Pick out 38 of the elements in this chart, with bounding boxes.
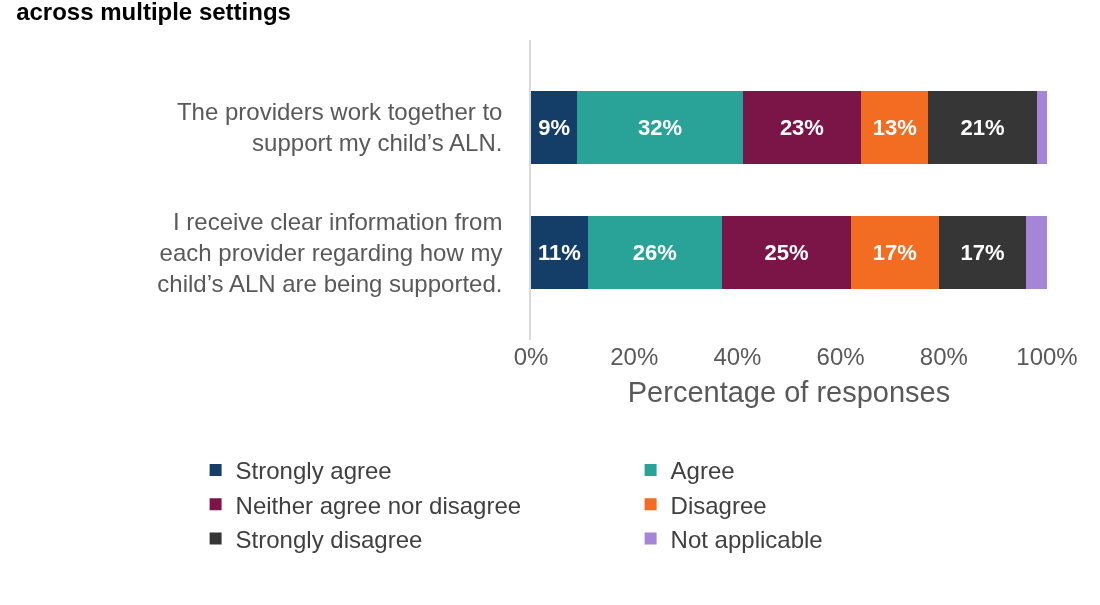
y-tick-label: I receive clear information from each provider regarding how my child’s ALN are being supported.: [157, 207, 503, 298]
bar: [587, 216, 722, 289]
x-tick-label: 20%: [610, 343, 659, 370]
legend-label: Not applicable: [670, 525, 823, 553]
bar: [531, 216, 588, 289]
bar: [531, 91, 578, 164]
text: across multiple settings: [16, 0, 291, 25]
bar: [1026, 216, 1047, 289]
legend-label: Disagree: [670, 491, 767, 519]
legend-label: Strongly disagree: [235, 525, 423, 553]
bar: [861, 91, 929, 164]
data-label: 26%: [632, 240, 677, 265]
data-label: 32%: [637, 115, 683, 140]
bar: [850, 216, 939, 289]
legend-label: Agree: [670, 457, 735, 485]
x-tick-label: 100%: [1016, 343, 1078, 370]
data-label: 17%: [872, 240, 917, 265]
bar: [577, 91, 743, 164]
data-label: 25%: [764, 240, 809, 265]
bar: [721, 216, 851, 289]
data-label: 13%: [872, 115, 917, 140]
bar: [1036, 91, 1047, 164]
data-label: 21%: [960, 115, 1005, 140]
bar: [742, 91, 862, 164]
bar: [938, 216, 1027, 289]
x-tick-label: 0%: [513, 343, 549, 370]
x-tick-label: 60%: [816, 343, 865, 370]
legend-label: Strongly agree: [235, 457, 392, 485]
y-tick-label: The providers work together to support my child’s ALN.: [176, 98, 503, 157]
x-tick-label: 80%: [919, 343, 968, 370]
x-tick-label: 40%: [713, 343, 762, 370]
x-axis-title: Percentage of responses: [627, 375, 951, 408]
bar: [928, 91, 1037, 164]
legend-label: Neither agree nor disagree: [235, 491, 522, 519]
data-label: 11%: [537, 240, 581, 265]
data-label: 17%: [960, 240, 1005, 265]
data-label: 23%: [779, 115, 824, 140]
data-label: 9%: [538, 115, 571, 140]
